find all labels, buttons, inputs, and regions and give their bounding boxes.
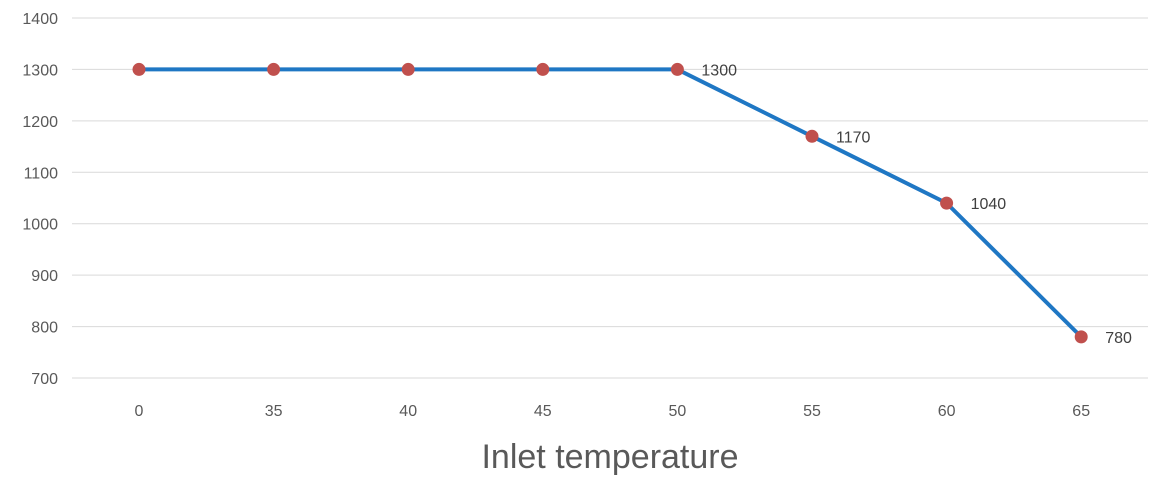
data-label: 780: [1105, 330, 1132, 347]
data-markers: [132, 62, 1088, 344]
data-labels: 1300 1170 1040 780: [701, 62, 1132, 346]
data-label: 1040: [971, 196, 1007, 213]
x-tick-label: 50: [669, 403, 687, 420]
series-line: [137, 67, 1084, 339]
x-tick-label: 55: [803, 403, 821, 420]
data-point: [267, 62, 281, 76]
y-tick-label: 700: [31, 371, 58, 388]
y-tick-label: 800: [31, 320, 58, 337]
x-tick-label: 65: [1072, 403, 1090, 420]
data-point: [132, 62, 146, 76]
x-axis-title: Inlet temperature: [481, 438, 738, 476]
data-point: [536, 62, 550, 76]
data-label: 1170: [836, 129, 871, 146]
data-point: [670, 62, 684, 76]
y-tick-label: 1200: [22, 114, 58, 131]
y-tick-label: 1300: [22, 62, 58, 79]
y-tick-label: 900: [31, 268, 58, 285]
series-line-group: [137, 67, 1084, 339]
y-tick-label: 1400: [22, 11, 58, 28]
data-point: [401, 62, 415, 76]
x-tick-label: 0: [135, 403, 144, 420]
x-axis-ticks: 0 35 40 45 50 55 60 65: [135, 403, 1091, 420]
data-point: [805, 129, 819, 143]
y-tick-label: 1100: [24, 165, 59, 182]
data-point: [940, 196, 954, 210]
data-point: [1074, 330, 1088, 344]
data-label: 1300: [701, 62, 737, 79]
x-tick-label: 40: [399, 403, 417, 420]
y-tick-label: 1000: [22, 217, 58, 234]
x-tick-label: 60: [938, 403, 956, 420]
x-tick-label: 35: [265, 403, 283, 420]
y-axis-ticks: 700 800 900 1000 1100 1200 1300 1400: [22, 11, 58, 388]
x-tick-label: 45: [534, 403, 552, 420]
